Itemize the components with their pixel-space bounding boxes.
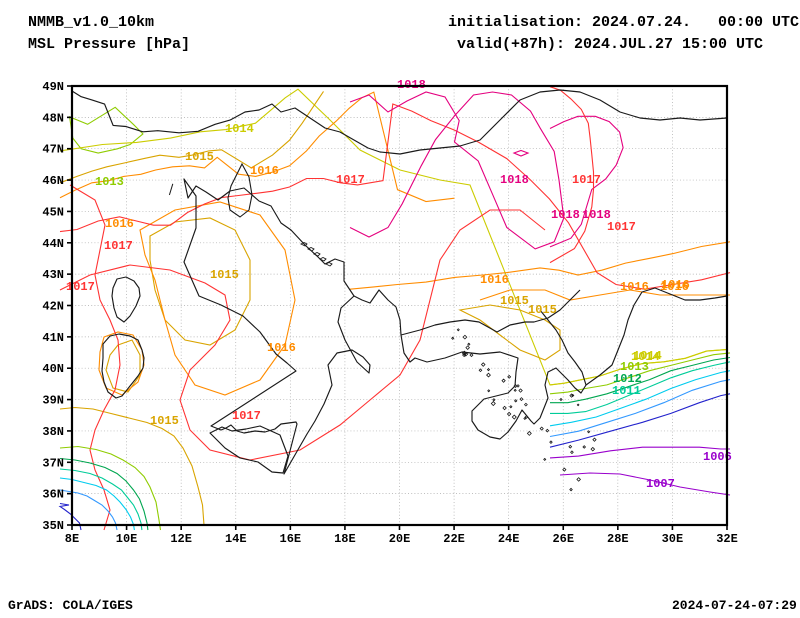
svg-text:1016: 1016 (480, 273, 509, 287)
svg-text:24E: 24E (498, 532, 520, 546)
svg-text:35N: 35N (42, 519, 64, 533)
svg-text:47N: 47N (42, 143, 64, 157)
svg-text:1016: 1016 (620, 280, 649, 294)
svg-text:32E: 32E (716, 532, 738, 546)
svg-text:8E: 8E (65, 532, 79, 546)
svg-text:1015: 1015 (150, 414, 179, 428)
svg-text:1018: 1018 (582, 208, 611, 222)
svg-text:1017: 1017 (66, 280, 95, 294)
svg-text:30E: 30E (662, 532, 684, 546)
svg-text:1016: 1016 (267, 341, 296, 355)
svg-text:1017: 1017 (572, 173, 601, 187)
svg-text:44N: 44N (42, 237, 64, 251)
svg-text:42N: 42N (42, 300, 64, 314)
svg-text:46N: 46N (42, 174, 64, 188)
svg-text:43N: 43N (42, 268, 64, 282)
svg-text:45N: 45N (42, 205, 64, 219)
svg-text:36N: 36N (42, 488, 64, 502)
svg-text:1016: 1016 (105, 217, 134, 231)
svg-text:1015: 1015 (500, 294, 529, 308)
svg-text:18E: 18E (334, 532, 356, 546)
svg-text:40N: 40N (42, 362, 64, 376)
svg-text:1014: 1014 (225, 122, 254, 136)
svg-text:1017: 1017 (104, 239, 133, 253)
svg-text:37N: 37N (42, 456, 64, 470)
svg-text:14E: 14E (225, 532, 247, 546)
svg-text:1015: 1015 (185, 150, 214, 164)
svg-text:10E: 10E (116, 532, 138, 546)
svg-text:1018: 1018 (551, 208, 580, 222)
svg-text:22E: 22E (443, 532, 465, 546)
svg-text:1015: 1015 (528, 303, 557, 317)
svg-text:16E: 16E (280, 532, 302, 546)
svg-text:1013: 1013 (95, 175, 124, 189)
svg-text:12E: 12E (170, 532, 192, 546)
svg-text:41N: 41N (42, 331, 64, 345)
svg-text:1011: 1011 (612, 384, 641, 398)
svg-text:20E: 20E (389, 532, 411, 546)
svg-text:1016: 1016 (661, 278, 690, 292)
svg-text:1017: 1017 (232, 409, 261, 423)
svg-text:1016: 1016 (250, 164, 279, 178)
svg-text:1018: 1018 (500, 173, 529, 187)
svg-text:28E: 28E (607, 532, 629, 546)
svg-text:49N: 49N (42, 80, 64, 94)
svg-text:38N: 38N (42, 425, 64, 439)
svg-text:1017: 1017 (607, 220, 636, 234)
svg-text:1007: 1007 (646, 477, 675, 491)
svg-text:48N: 48N (42, 111, 64, 125)
svg-text:1017: 1017 (336, 173, 365, 187)
svg-text:1015: 1015 (210, 268, 239, 282)
svg-text:26E: 26E (552, 532, 574, 546)
svg-text:39N: 39N (42, 394, 64, 408)
